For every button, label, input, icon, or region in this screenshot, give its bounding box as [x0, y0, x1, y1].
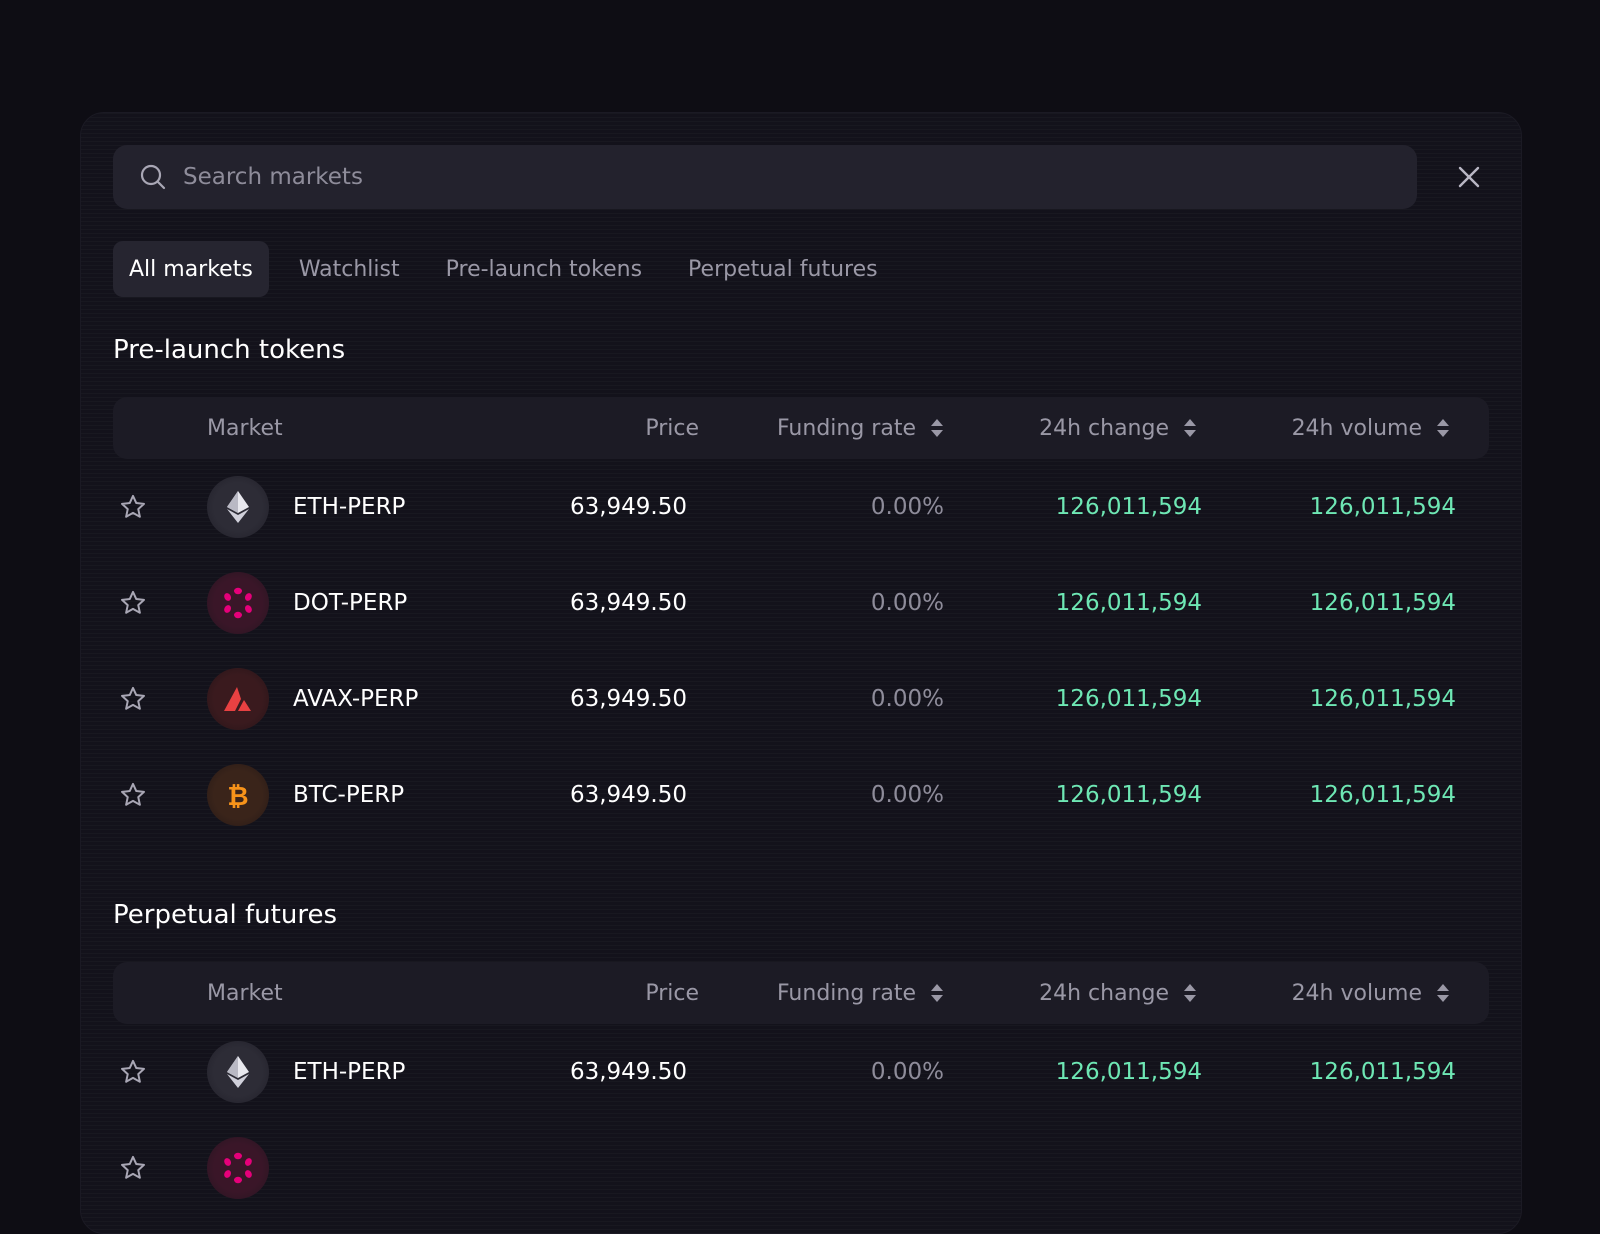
column-price: Price	[645, 415, 699, 441]
market-name[interactable]: ETH-PERP	[293, 494, 406, 520]
volume-24h-value: 126,011,594	[1309, 494, 1456, 520]
change-24h-value: 126,011,594	[1055, 782, 1202, 808]
tab-perpetual-futures[interactable]: Perpetual futures	[688, 256, 878, 282]
tab-watchlist[interactable]: Watchlist	[298, 256, 400, 282]
table-row[interactable]: ₿ BTC-PERP 63,949.50 0.00% 126,011,594 1…	[113, 747, 1489, 843]
market-name[interactable]: BTC-PERP	[293, 782, 405, 808]
funding-rate-value: 0.00%	[870, 590, 944, 616]
sort-icon[interactable]	[1183, 983, 1197, 1003]
markets-panel: All markets Watchlist Pre-launch tokens …	[80, 112, 1522, 1234]
volume-24h-value: 126,011,594	[1309, 782, 1456, 808]
svg-text:₿: ₿	[227, 782, 248, 810]
column-label: Funding rate	[776, 980, 916, 1006]
close-button[interactable]	[1453, 161, 1485, 193]
volume-24h-value: 126,011,594	[1309, 590, 1456, 616]
column-24h-change[interactable]: 24h change	[1039, 397, 1197, 459]
watchlist-star-button[interactable]	[119, 1120, 147, 1216]
market-name[interactable]: DOT-PERP	[293, 590, 408, 616]
sort-icon[interactable]	[1436, 983, 1450, 1003]
volume-24h-value: 126,011,594	[1309, 1059, 1456, 1085]
column-funding-rate[interactable]: Funding rate	[777, 962, 944, 1024]
sort-icon[interactable]	[1436, 418, 1450, 438]
sort-icon[interactable]	[930, 983, 944, 1003]
table-row[interactable]: ETH-PERP 63,949.50 0.00% 126,011,594 126…	[113, 459, 1489, 555]
table-header: Market Price Funding rate 24h change 24h…	[113, 397, 1489, 459]
table-row-partial[interactable]	[113, 1120, 1489, 1216]
star-icon	[121, 494, 145, 518]
price-value: 63,949.50	[569, 782, 687, 808]
star-icon	[121, 1059, 145, 1083]
column-label: 24h change	[1039, 980, 1169, 1006]
market-name[interactable]: AVAX-PERP	[293, 686, 419, 712]
column-funding-rate[interactable]: Funding rate	[777, 397, 944, 459]
sort-icon[interactable]	[1183, 418, 1197, 438]
funding-rate-value: 0.00%	[870, 686, 944, 712]
change-24h-value: 126,011,594	[1055, 686, 1202, 712]
star-icon	[121, 686, 145, 710]
polkadot-icon	[207, 572, 269, 634]
volume-24h-value: 126,011,594	[1309, 686, 1456, 712]
search-bar[interactable]	[113, 145, 1417, 209]
bitcoin-icon: ₿	[207, 764, 269, 826]
search-input[interactable]	[181, 163, 1417, 191]
column-24h-volume[interactable]: 24h volume	[1292, 962, 1450, 1024]
table-header: Market Price Funding rate 24h change 24h…	[113, 962, 1489, 1024]
column-24h-change[interactable]: 24h change	[1039, 962, 1197, 1024]
section-title: Pre-launch tokens	[113, 335, 346, 365]
column-label: 24h volume	[1291, 980, 1422, 1006]
funding-rate-value: 0.00%	[870, 782, 944, 808]
column-price: Price	[645, 980, 699, 1006]
search-icon	[139, 163, 167, 191]
price-value: 63,949.50	[569, 1059, 687, 1085]
column-market: Market	[207, 980, 283, 1006]
star-icon	[121, 782, 145, 806]
change-24h-value: 126,011,594	[1055, 1059, 1202, 1085]
sort-icon[interactable]	[930, 418, 944, 438]
section-title: Perpetual futures	[113, 900, 337, 930]
avalanche-icon	[207, 668, 269, 730]
column-market: Market	[207, 415, 283, 441]
tab-all-markets[interactable]: All markets	[113, 241, 269, 297]
watchlist-star-button[interactable]	[119, 459, 147, 555]
polkadot-icon	[207, 1137, 269, 1199]
funding-rate-value: 0.00%	[870, 1059, 944, 1085]
ethereum-icon	[207, 476, 269, 538]
price-value: 63,949.50	[569, 686, 687, 712]
watchlist-star-button[interactable]	[119, 1024, 147, 1120]
column-label: 24h volume	[1291, 415, 1422, 441]
column-label: 24h change	[1039, 415, 1169, 441]
change-24h-value: 126,011,594	[1055, 590, 1202, 616]
market-name[interactable]: ETH-PERP	[293, 1059, 406, 1085]
price-value: 63,949.50	[569, 590, 687, 616]
watchlist-star-button[interactable]	[119, 747, 147, 843]
table-row[interactable]: DOT-PERP 63,949.50 0.00% 126,011,594 126…	[113, 555, 1489, 651]
change-24h-value: 126,011,594	[1055, 494, 1202, 520]
market-tabs: All markets Watchlist Pre-launch tokens …	[113, 241, 894, 297]
column-24h-volume[interactable]: 24h volume	[1292, 397, 1450, 459]
star-icon	[121, 590, 145, 614]
ethereum-icon	[207, 1041, 269, 1103]
watchlist-star-button[interactable]	[119, 555, 147, 651]
price-value: 63,949.50	[569, 494, 687, 520]
table-row[interactable]: AVAX-PERP 63,949.50 0.00% 126,011,594 12…	[113, 651, 1489, 747]
column-label: Funding rate	[776, 415, 916, 441]
star-icon	[121, 1155, 145, 1179]
funding-rate-value: 0.00%	[870, 494, 944, 520]
watchlist-star-button[interactable]	[119, 651, 147, 747]
tab-pre-launch-tokens[interactable]: Pre-launch tokens	[445, 256, 643, 282]
table-row[interactable]: ETH-PERP 63,949.50 0.00% 126,011,594 126…	[113, 1024, 1489, 1120]
close-icon	[1458, 166, 1480, 188]
